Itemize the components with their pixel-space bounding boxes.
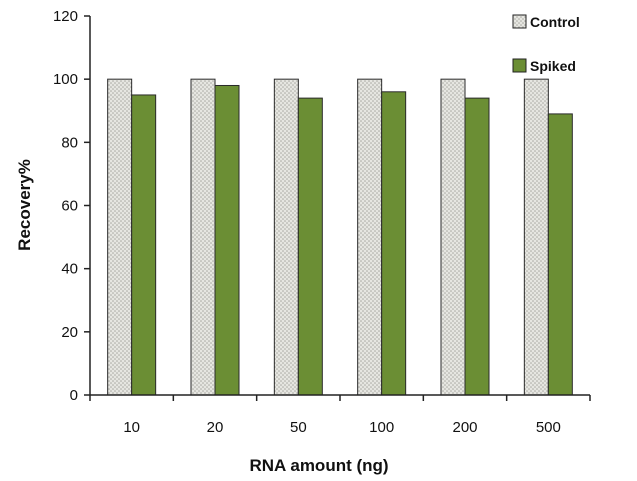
legend-label-spiked: Spiked (530, 58, 576, 74)
y-tick-label: 20 (61, 324, 78, 341)
x-tick-label: 200 (452, 419, 477, 436)
x-tick-label: 50 (290, 419, 307, 436)
bar-spiked-100 (381, 91, 407, 396)
x-axis-title: RNA amount (ng) (249, 456, 388, 475)
legend-label-control: Control (530, 14, 580, 30)
legend-swatch-control (512, 14, 527, 29)
y-axis-ticks: 0 20 40 60 80 100 120 (53, 8, 90, 404)
bar-spiked-10 (131, 94, 157, 396)
x-tick-label: 20 (207, 419, 224, 436)
y-tick-label: 100 (53, 71, 78, 88)
y-tick-label: 80 (61, 134, 78, 151)
y-tick-label: 60 (61, 198, 78, 215)
bar-spiked-50 (297, 97, 323, 396)
y-tick-label: 120 (53, 8, 78, 25)
bar-spiked-500 (547, 113, 573, 396)
bar-control-50 (273, 78, 299, 396)
x-tick-label: 100 (369, 419, 394, 436)
x-tick-label: 10 (123, 419, 140, 436)
bar-control-200 (440, 78, 466, 396)
bar-control-100 (357, 78, 383, 396)
bar-spiked-20 (214, 84, 240, 396)
bars-group (107, 78, 573, 396)
bar-control-20 (190, 78, 216, 396)
x-tick-label: 500 (536, 419, 561, 436)
y-tick-label: 0 (70, 387, 78, 404)
y-tick-label: 40 (61, 261, 78, 278)
bar-spiked-200 (464, 97, 490, 396)
x-axis-ticks: 10 20 50 100 200 500 (89, 395, 591, 436)
legend-swatch-spiked (512, 58, 527, 73)
legend: Control Spiked (512, 14, 580, 74)
bar-control-10 (107, 78, 133, 396)
y-axis-title: Recovery% (15, 159, 34, 251)
bar-control-500 (523, 78, 549, 396)
